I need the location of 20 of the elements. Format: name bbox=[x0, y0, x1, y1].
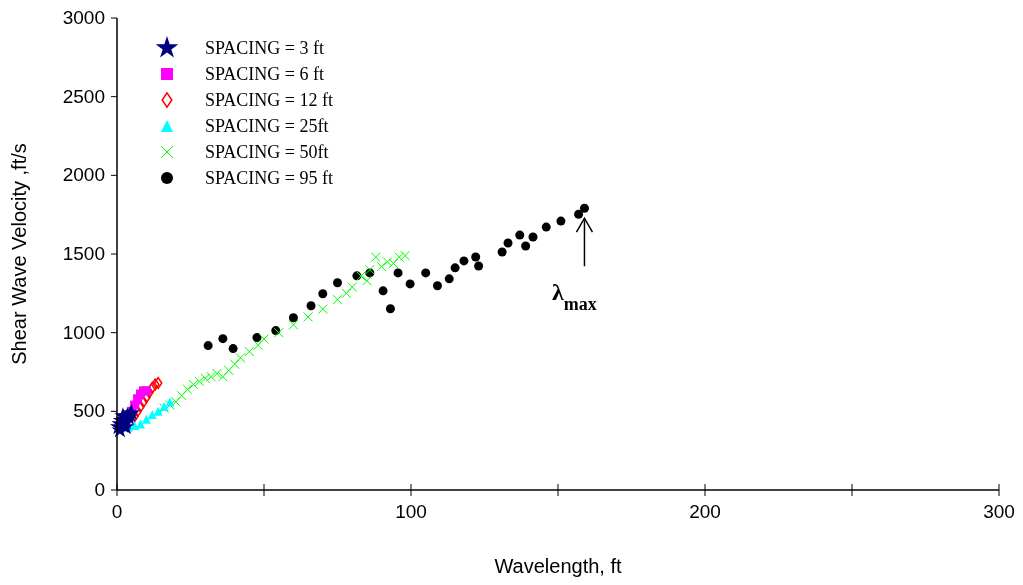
y-tick-label: 2000 bbox=[62, 164, 105, 186]
annotation: λ$_{max}$ bbox=[552, 279, 597, 315]
x-tick-label: 200 bbox=[689, 501, 721, 522]
x-tick-label: 0 bbox=[111, 501, 123, 522]
x-tick-label: 100 bbox=[395, 501, 427, 522]
legend-label: SPACING = 12 ft bbox=[205, 90, 334, 110]
y-tick-label: 1500 bbox=[62, 243, 105, 264]
legend-label: SPACING = 25ft bbox=[205, 116, 329, 136]
y-axis-title: Shear Wave Velocity ,ft/s bbox=[8, 143, 30, 365]
legend-label: SPACING = 50ft bbox=[205, 142, 329, 162]
x-tick-label: 300 bbox=[983, 501, 1015, 522]
x-axis-title: Wavelength, ft bbox=[494, 555, 622, 577]
legend-label: SPACING = 3 ft bbox=[205, 38, 325, 58]
y-tick-label: 3000 bbox=[62, 7, 105, 28]
y-tick-label: 2500 bbox=[62, 85, 105, 107]
legend-label: SPACING = 95 ft bbox=[205, 168, 334, 188]
y-tick-label: 0 bbox=[94, 479, 105, 500]
y-tick-label: 1000 bbox=[62, 321, 105, 343]
legend-label: SPACING = 6 ft bbox=[205, 64, 325, 84]
y-tick-label: 500 bbox=[73, 400, 105, 422]
